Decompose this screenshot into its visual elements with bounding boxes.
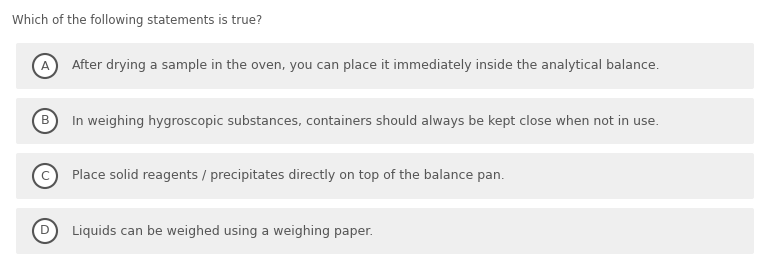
Text: After drying a sample in the oven, you can place it immediately inside the analy: After drying a sample in the oven, you c… — [72, 60, 660, 73]
Text: Liquids can be weighed using a weighing paper.: Liquids can be weighed using a weighing … — [72, 225, 373, 238]
Ellipse shape — [33, 54, 57, 78]
Text: Place solid reagents / precipitates directly on top of the balance pan.: Place solid reagents / precipitates dire… — [72, 170, 505, 183]
Text: D: D — [40, 225, 50, 238]
Text: B: B — [41, 115, 49, 128]
Text: Which of the following statements is true?: Which of the following statements is tru… — [12, 14, 263, 27]
FancyBboxPatch shape — [16, 98, 754, 144]
Text: C: C — [41, 170, 49, 183]
Ellipse shape — [33, 164, 57, 188]
FancyBboxPatch shape — [16, 43, 754, 89]
Ellipse shape — [33, 219, 57, 243]
Text: In weighing hygroscopic substances, containers should always be kept close when : In weighing hygroscopic substances, cont… — [72, 115, 659, 128]
FancyBboxPatch shape — [16, 208, 754, 254]
Ellipse shape — [33, 109, 57, 133]
FancyBboxPatch shape — [16, 153, 754, 199]
Text: A: A — [41, 60, 49, 73]
